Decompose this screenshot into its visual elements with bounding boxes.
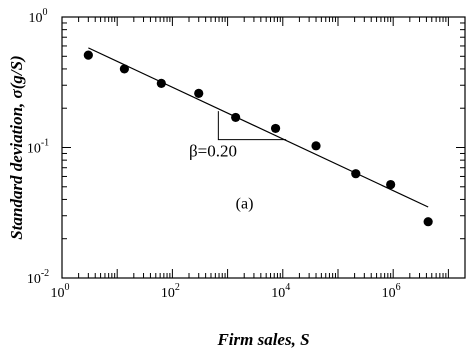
y-tick-labels: 10-2 10-1 100 <box>27 7 49 287</box>
x-tick-label: 104 <box>271 282 290 301</box>
y-tick-label: 10-1 <box>27 138 49 157</box>
data-point <box>231 113 240 122</box>
data-point <box>84 51 93 60</box>
y-axis-title: Standard deviation, σ(g/S) <box>7 55 26 239</box>
slope-label: β=0.20 <box>189 142 237 161</box>
x-tick-labels: 100 102 104 106 <box>51 282 401 301</box>
x-tick-label: 100 <box>51 282 70 301</box>
panel-label: (a) <box>236 196 254 213</box>
plot-frame <box>62 17 465 278</box>
data-point <box>351 169 360 178</box>
data-point <box>120 64 129 73</box>
data-points <box>84 51 433 227</box>
x-tick-label: 106 <box>382 282 401 301</box>
fit-line <box>88 48 428 207</box>
y-tick-label: 100 <box>29 7 48 26</box>
x-axis-title: Firm sales, S <box>216 330 309 349</box>
data-point <box>311 141 320 150</box>
data-point <box>194 89 203 98</box>
y-tick-label: 10-2 <box>27 268 49 287</box>
x-tick-label: 102 <box>161 282 180 301</box>
data-point <box>157 79 166 88</box>
data-point <box>271 124 280 133</box>
data-point <box>386 180 395 189</box>
tick-marks <box>62 17 465 278</box>
data-point <box>424 217 433 226</box>
